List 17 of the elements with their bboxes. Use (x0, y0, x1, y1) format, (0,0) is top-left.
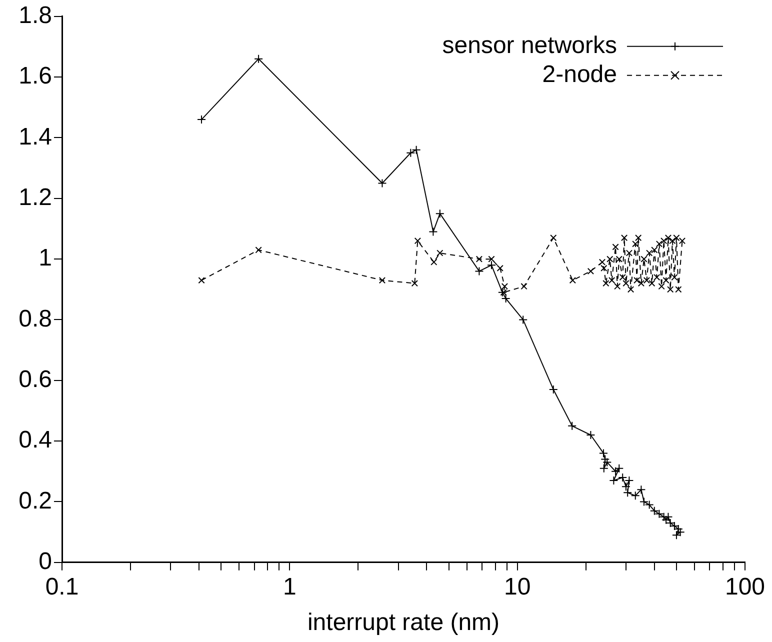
y-tick-label: 1.8 (18, 2, 52, 30)
y-tick-label: 1.4 (18, 123, 52, 150)
y-tick-label: 0.8 (18, 305, 52, 332)
x-tick-label: 0.1 (45, 573, 79, 600)
y-tick-label: 0.2 (18, 487, 52, 514)
y-tick-label: 1.2 (18, 184, 52, 212)
y-tick-label: 0 (38, 548, 52, 576)
x-axis-title: interrupt rate (nm) (307, 609, 500, 636)
y-tick-label: 1.6 (18, 62, 52, 90)
y-tick-label: 0.4 (18, 426, 52, 454)
legend-label: sensor networks (442, 32, 617, 60)
x-tick-label: 10 (504, 573, 531, 600)
legend-label: 2-node (542, 61, 617, 88)
y-tick-label: 0.6 (18, 366, 52, 394)
x-tick-label: 100 (724, 573, 766, 600)
y-tick-label: 1 (38, 244, 52, 272)
x-tick-label: 1 (282, 573, 296, 600)
